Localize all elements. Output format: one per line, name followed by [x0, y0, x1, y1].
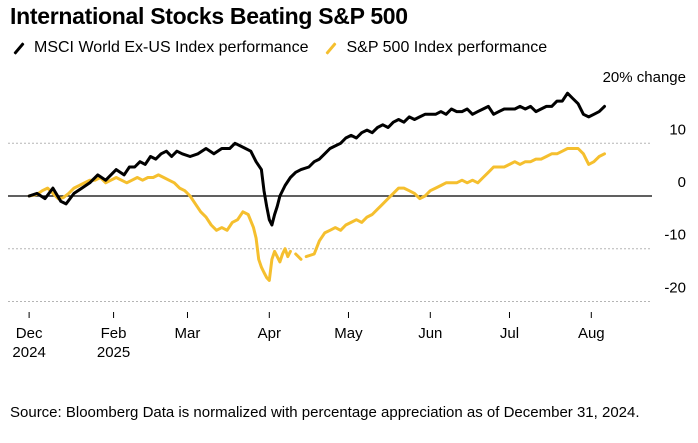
x-tick-label-mar: Mar [175, 325, 201, 342]
y-tick-label--20: -20 [664, 279, 686, 296]
sp500-series-line-1 [294, 252, 303, 261]
chart-legend: MSCI World Ex-US Index performance S&P 5… [12, 39, 563, 57]
legend-label-sp500: S&P 500 Index performance [346, 39, 548, 56]
legend-label-msci: MSCI World Ex-US Index performance [34, 39, 309, 56]
y-tick-label-10: 10 [669, 121, 686, 138]
sp500-series-line-2 [304, 147, 606, 259]
x-tick-label-aug: Aug [578, 325, 605, 342]
x-tick-label-dec: Dec [16, 325, 43, 342]
source-note: Source: Bloomberg Data is normalized wit… [10, 404, 640, 421]
legend-item-msci: MSCI World Ex-US Index performance [12, 39, 308, 57]
legend-swatch-msci [13, 41, 25, 55]
chart-title: International Stocks Beating S&P 500 [10, 3, 408, 29]
x-tick-label-feb: Feb [101, 325, 127, 342]
y-tick-label-0: 0 [678, 174, 686, 191]
legend-swatch-sp500 [325, 41, 338, 55]
y-unit-label: 20% change [603, 69, 686, 86]
sp500-series-line-0 [27, 173, 292, 282]
x-tick-sublabel-2025: 2025 [97, 344, 130, 360]
legend-item-sp500: S&P 500 Index performance [324, 39, 547, 57]
x-tick-sublabel-2024: 2024 [12, 344, 45, 360]
x-tick-label-jun: Jun [418, 325, 442, 342]
msci-series-line-0 [27, 91, 606, 227]
x-tick-label-jul: Jul [500, 325, 519, 342]
x-tick-label-may: May [334, 325, 363, 342]
x-tick-label-apr: Apr [258, 325, 281, 342]
line-chart: 10 0 -10 -20 20% change Dec 2024 Feb 2025 Mar Apr M… [8, 69, 686, 360]
y-tick-label--10: -10 [664, 227, 686, 244]
